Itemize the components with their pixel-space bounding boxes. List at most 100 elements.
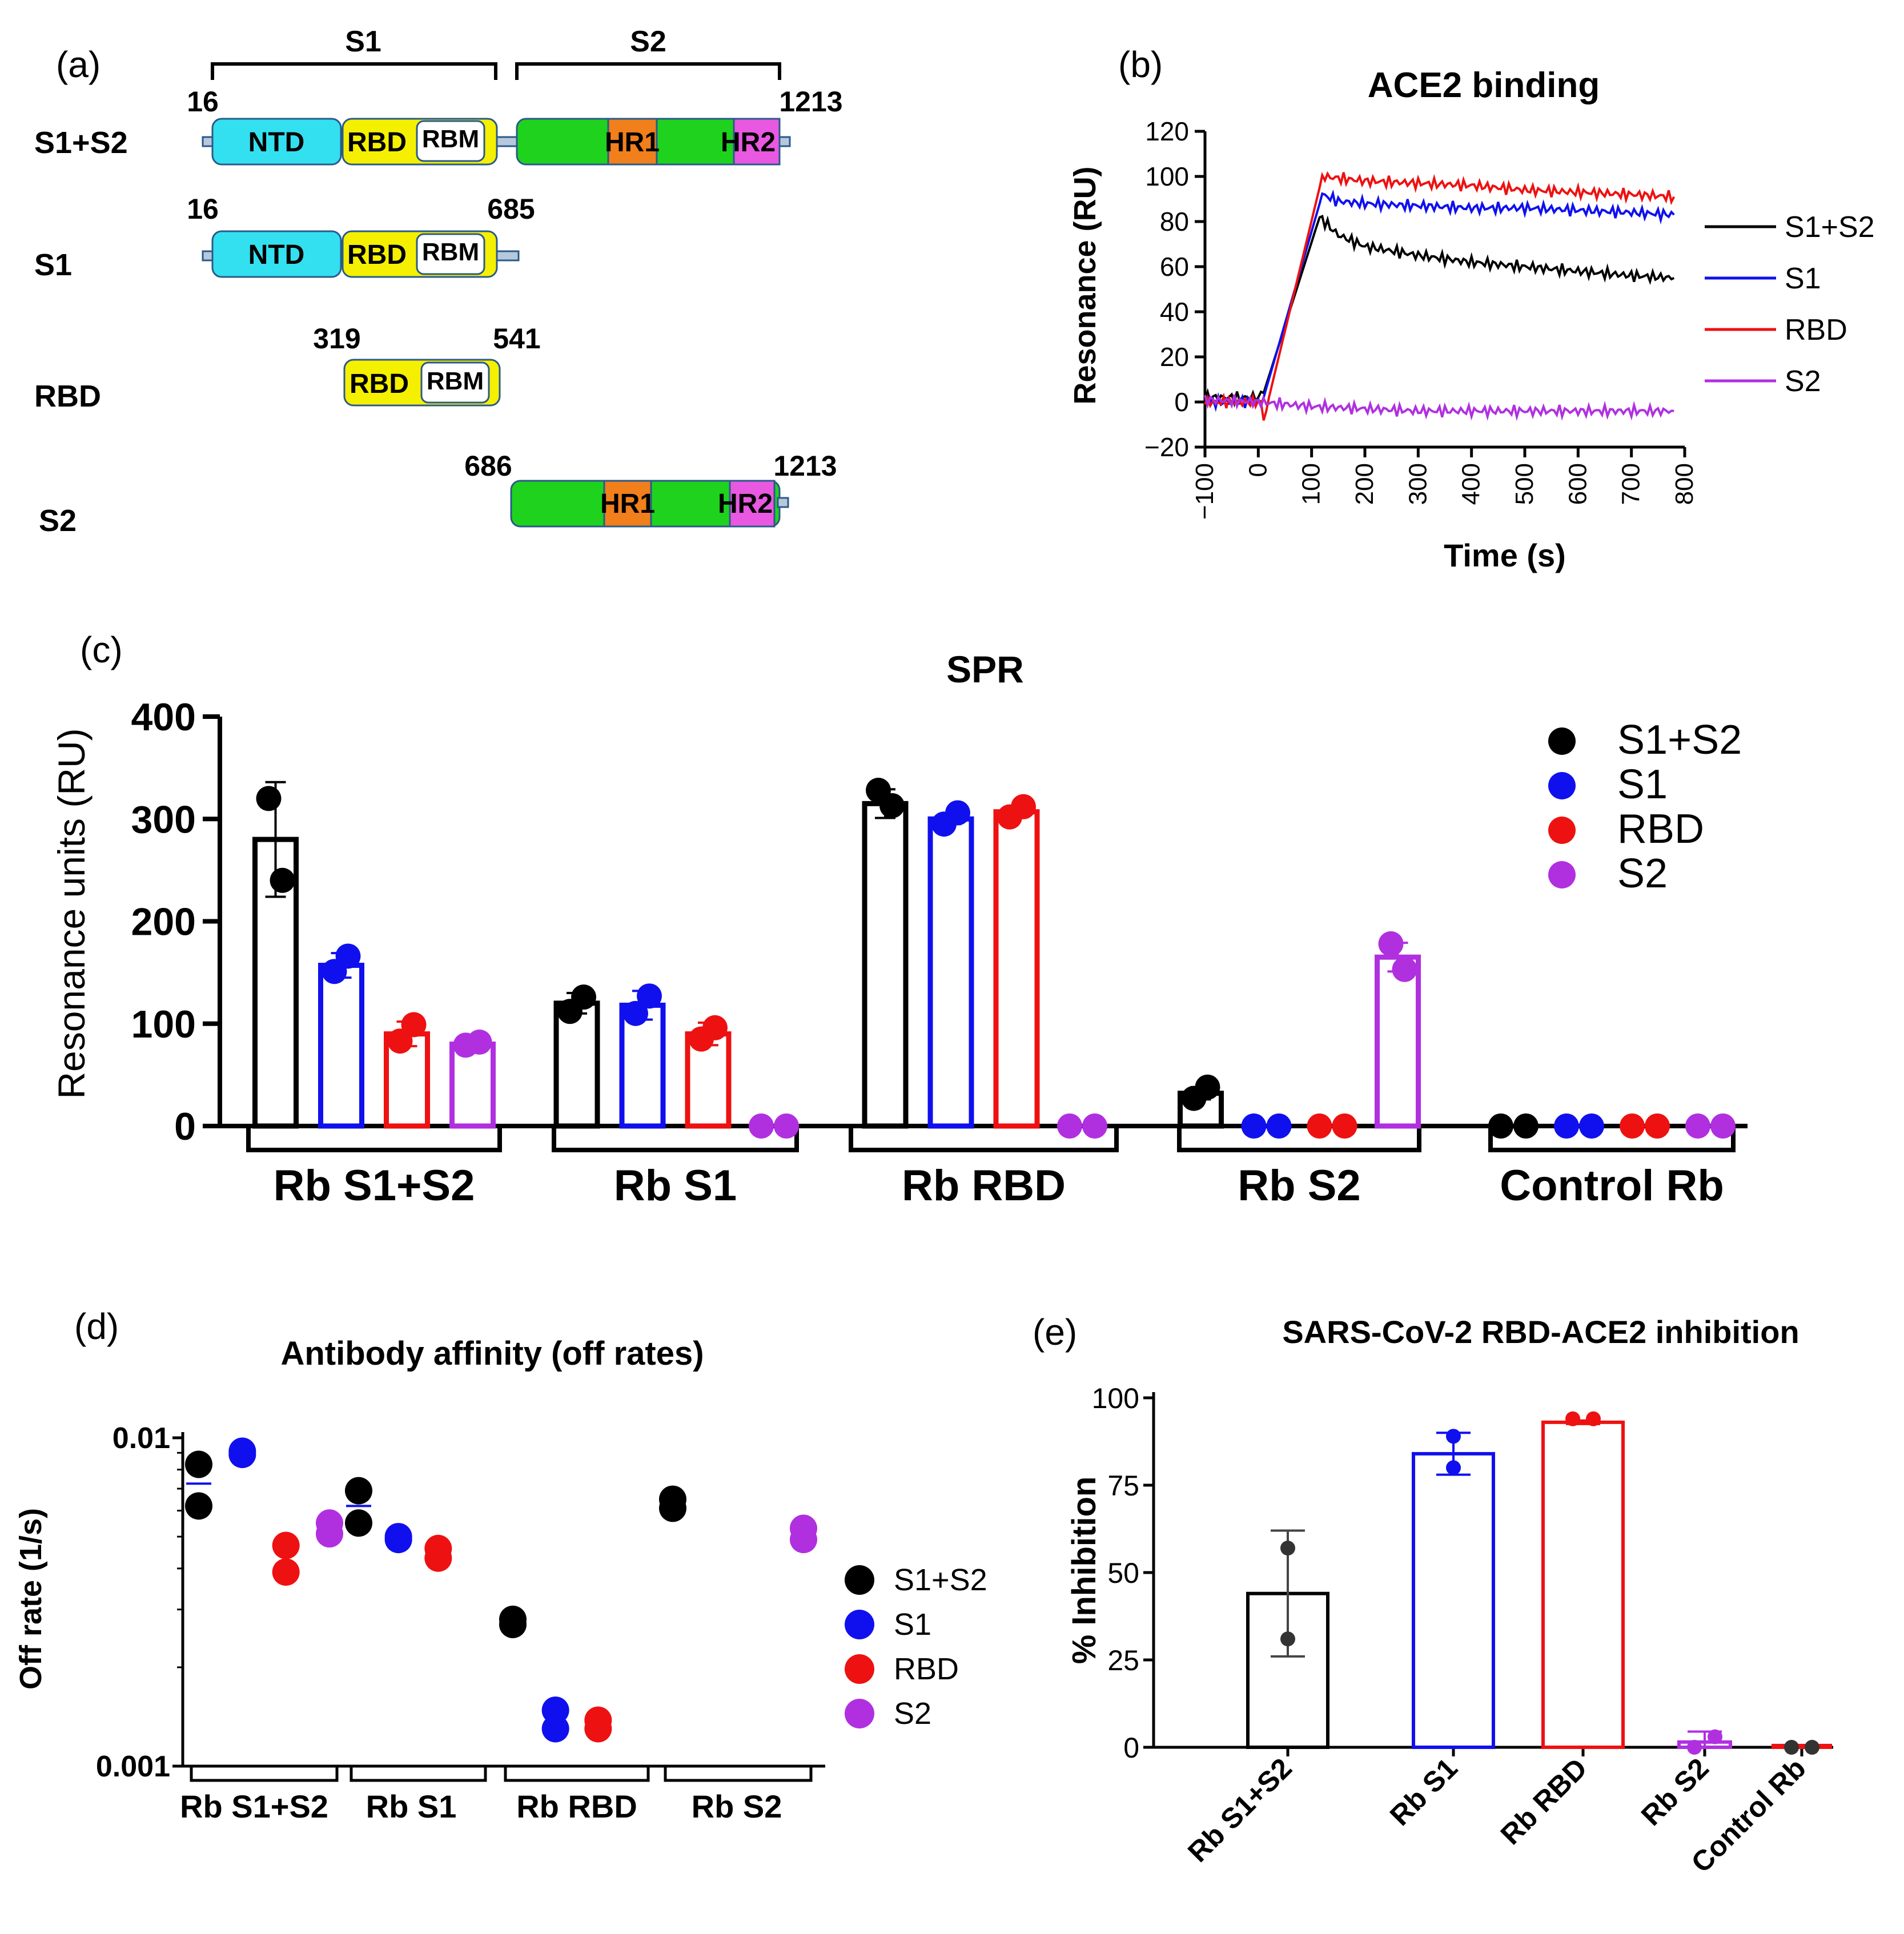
data-point <box>584 1715 612 1743</box>
linker <box>202 250 214 262</box>
construct-name: S1+S2 <box>34 126 128 160</box>
data-point <box>1685 1113 1710 1139</box>
s1-bracket-label: S1 <box>345 25 381 58</box>
y-tick-label: 400 <box>131 695 196 739</box>
y-tick-label: 0 <box>1174 387 1189 417</box>
series-line-s2 <box>1204 394 1674 421</box>
group-bracket <box>350 1766 487 1782</box>
data-point <box>424 1544 452 1572</box>
legend-label: S2 <box>1785 365 1821 398</box>
panel-d: (d) Antibody affinity (off rates) Off ra… <box>14 1306 987 1824</box>
chart-b-legend: S1+S2 S1 RBD S2 <box>1705 211 1875 398</box>
y-tick-label: 300 <box>131 798 196 841</box>
data-point <box>316 1520 343 1548</box>
data-point <box>1446 1460 1461 1475</box>
data-point <box>185 1450 212 1478</box>
data-point <box>541 1715 569 1743</box>
bar <box>1375 954 1421 1129</box>
construct-end: 1213 <box>773 450 837 482</box>
y-tick-label: 200 <box>131 900 196 944</box>
construct-end: 685 <box>487 193 535 225</box>
ntd-domain <box>211 230 342 278</box>
category-label: Rb S1+S2 <box>274 1161 475 1210</box>
legend-marker <box>845 1654 874 1684</box>
chart-d-legend: S1+S2 S1 RBD S2 <box>845 1563 987 1731</box>
y-tick-label: 0.001 <box>96 1750 170 1783</box>
chart-d-title: Antibody affinity (off rates) <box>280 1335 704 1372</box>
x-tick-label: 400 <box>1457 463 1485 505</box>
rbd-label: RBD <box>347 127 407 158</box>
data-point <box>1554 1113 1579 1139</box>
data-point <box>945 800 970 826</box>
category-label: Rb S1+S2 <box>1182 1752 1298 1868</box>
data-point <box>659 1494 686 1522</box>
data-point <box>384 1526 412 1554</box>
panel-d-letter: (d) <box>74 1306 119 1347</box>
group-bracket <box>246 1126 502 1152</box>
construct-name: RBD <box>34 379 101 413</box>
data-point <box>345 1477 372 1505</box>
category-label: Rb S2 <box>1635 1752 1715 1832</box>
data-point <box>879 793 905 818</box>
data-point <box>1280 1541 1295 1556</box>
legend-marker <box>845 1565 874 1595</box>
legend-label: RBD <box>1617 806 1704 852</box>
y-tick-label: 100 <box>1092 1382 1139 1414</box>
y-tick-label: 60 <box>1160 252 1189 282</box>
x-tick-label: 700 <box>1617 463 1645 505</box>
construct-start: 16 <box>187 193 219 225</box>
s2-bracket <box>515 62 781 80</box>
y-tick-label: 40 <box>1160 297 1189 327</box>
category-label: Rb RBD <box>516 1788 637 1824</box>
hr1-label: HR1 <box>605 127 660 158</box>
panel-e-letter: (e) <box>1033 1312 1077 1353</box>
construct-end: 1213 <box>779 86 842 118</box>
chart-b-ylabel: Resonance (RU) <box>1068 166 1102 404</box>
hr2-region <box>733 118 781 166</box>
data-point <box>335 943 361 969</box>
chart-e-ylabel: % Inhibition <box>1066 1477 1103 1664</box>
data-point <box>401 1012 427 1038</box>
y-tick-label: 20 <box>1160 342 1189 372</box>
data-point <box>1392 956 1417 982</box>
category-label: Rb S1 <box>1384 1752 1464 1832</box>
data-point <box>1513 1113 1539 1139</box>
y-tick-label: 100 <box>1145 162 1189 191</box>
group-bracket <box>849 1126 1119 1152</box>
x-tick-label: 500 <box>1511 463 1539 505</box>
ntd-label: NTD <box>248 127 305 158</box>
hr1-region <box>607 118 658 166</box>
construct-end: 541 <box>493 323 540 355</box>
legend-marker <box>845 1699 874 1728</box>
construct-s2: S2 686 1213 HR1 HR2 <box>39 450 837 538</box>
chart-c-bars <box>252 778 1736 1139</box>
data-point <box>1708 1729 1722 1744</box>
ntd-label: NTD <box>248 240 305 270</box>
group-bracket <box>1177 1126 1421 1152</box>
legend-marker <box>1548 817 1576 844</box>
construct-start: 686 <box>464 450 512 482</box>
rbm-label: RBM <box>422 125 479 153</box>
data-point <box>1280 1631 1295 1647</box>
legend-label: S2 <box>1617 851 1668 896</box>
linker <box>778 136 791 147</box>
data-point <box>1805 1740 1819 1755</box>
data-point <box>185 1492 212 1520</box>
panel-a-letter: (a) <box>56 44 101 85</box>
chart-c-title: SPR <box>946 648 1024 690</box>
series-line-s1 <box>1204 189 1675 412</box>
data-point <box>1488 1113 1513 1139</box>
panel-a: (a) S1 S2 S1+S2 16 1213 NTD RBD RBM HR1 … <box>34 25 843 538</box>
data-point <box>1620 1113 1645 1139</box>
data-point <box>1332 1113 1357 1139</box>
linker <box>496 250 520 262</box>
rbd-label: RBD <box>350 369 409 399</box>
data-point <box>1784 1740 1799 1755</box>
category-label: Rb S1 <box>614 1161 737 1210</box>
legend-marker <box>1548 727 1576 755</box>
rbm-region <box>416 120 485 162</box>
chart-e-title: SARS-CoV-2 RBD-ACE2 inhibition <box>1282 1314 1799 1350</box>
chart-d-points <box>185 1437 817 1743</box>
